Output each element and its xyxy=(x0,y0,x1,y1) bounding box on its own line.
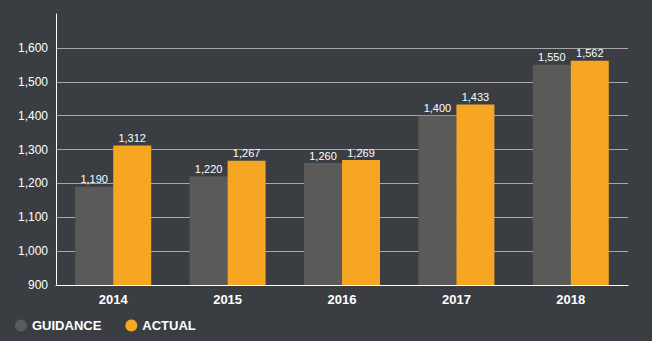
svg-text:1,190: 1,190 xyxy=(80,173,108,185)
svg-text:1,300: 1,300 xyxy=(18,143,48,157)
svg-text:1,400: 1,400 xyxy=(424,102,452,114)
svg-text:1,269: 1,269 xyxy=(347,147,375,159)
svg-text:1,100: 1,100 xyxy=(18,210,48,224)
svg-text:1,600: 1,600 xyxy=(18,41,48,55)
svg-text:1,550: 1,550 xyxy=(538,51,566,63)
svg-text:1,400: 1,400 xyxy=(18,109,48,123)
svg-text:1,260: 1,260 xyxy=(309,150,337,162)
svg-text:1,433: 1,433 xyxy=(462,91,490,103)
svg-text:1,200: 1,200 xyxy=(18,176,48,190)
svg-text:1,220: 1,220 xyxy=(195,163,223,175)
svg-text:1,267: 1,267 xyxy=(233,147,261,159)
svg-text:900: 900 xyxy=(28,278,48,292)
svg-text:1,500: 1,500 xyxy=(18,75,48,89)
svg-text:ACTUAL: ACTUAL xyxy=(142,318,195,333)
svg-text:2018: 2018 xyxy=(556,292,585,307)
svg-text:1,312: 1,312 xyxy=(118,132,146,144)
svg-text:2015: 2015 xyxy=(213,292,242,307)
svg-text:GUIDANCE: GUIDANCE xyxy=(32,318,102,333)
svg-text:1,562: 1,562 xyxy=(576,47,604,59)
svg-text:2017: 2017 xyxy=(442,292,471,307)
svg-text:2016: 2016 xyxy=(328,292,357,307)
svg-text:2014: 2014 xyxy=(99,292,129,307)
svg-text:1,000: 1,000 xyxy=(18,244,48,258)
